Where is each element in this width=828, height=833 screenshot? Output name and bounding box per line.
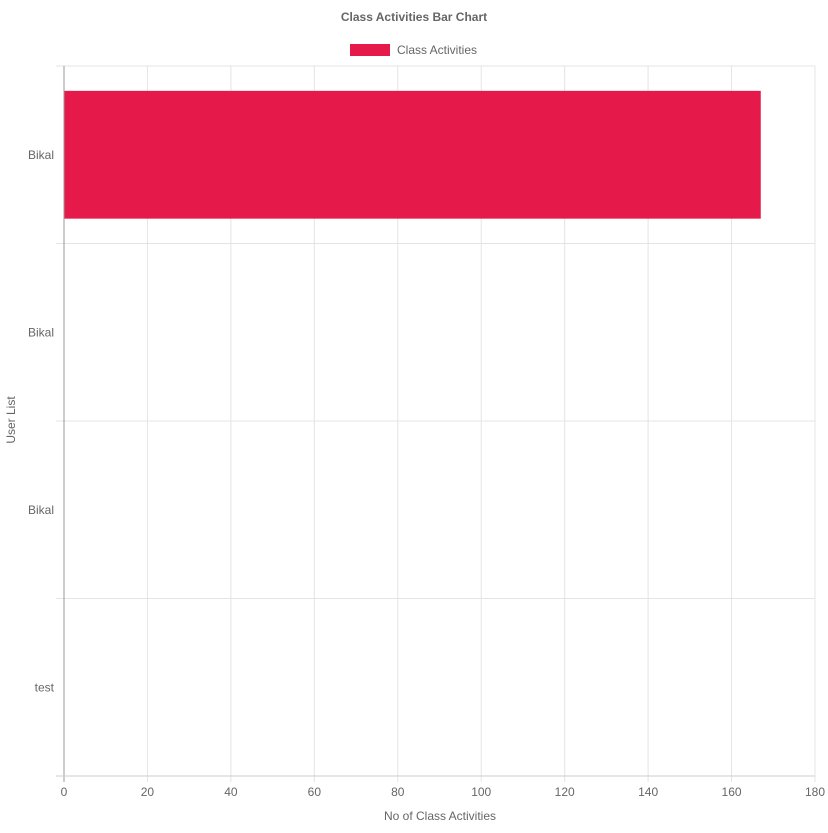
x-tick-label: 100 bbox=[471, 785, 491, 799]
axes bbox=[56, 66, 815, 782]
x-tick-label: 0 bbox=[61, 785, 68, 799]
chart-title: Class Activities Bar Chart bbox=[341, 10, 487, 24]
tick-labels: 0 20 40 60 80 100 120 140 160 180 Bikal Bikal Bikal t… bbox=[28, 148, 825, 799]
bar[interactable] bbox=[64, 90, 761, 219]
x-tick-label: 180 bbox=[805, 785, 825, 799]
y-tick-label: Bikal bbox=[28, 148, 54, 162]
x-tick-label: 80 bbox=[391, 785, 405, 799]
y-tick-label: Bikal bbox=[28, 503, 54, 517]
y-tick-label: Bikal bbox=[28, 325, 54, 339]
x-tick-label: 140 bbox=[638, 785, 658, 799]
x-tick-label: 40 bbox=[224, 785, 238, 799]
legend-swatch bbox=[350, 44, 390, 56]
x-tick-label: 60 bbox=[308, 785, 322, 799]
x-tick-label: 160 bbox=[722, 785, 742, 799]
y-tick-label: test bbox=[35, 680, 55, 694]
legend-label: Class Activities bbox=[397, 43, 477, 57]
legend[interactable]: Class Activities bbox=[350, 43, 477, 57]
x-axis-title: No of Class Activities bbox=[384, 809, 496, 823]
y-axis-title: User List bbox=[4, 396, 18, 444]
x-tick-label: 20 bbox=[141, 785, 155, 799]
x-tick-label: 120 bbox=[555, 785, 575, 799]
bars bbox=[64, 90, 761, 219]
